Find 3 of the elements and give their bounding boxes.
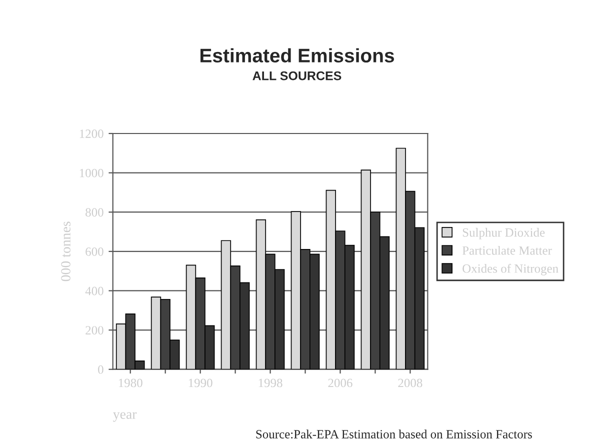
source-note: Source:Pak-EPA Estimation based on Emission Factors bbox=[256, 430, 532, 439]
chart-subtitle: ALL SOURCES bbox=[252, 71, 342, 80]
chart-title: Estimated Emissions bbox=[200, 48, 394, 62]
